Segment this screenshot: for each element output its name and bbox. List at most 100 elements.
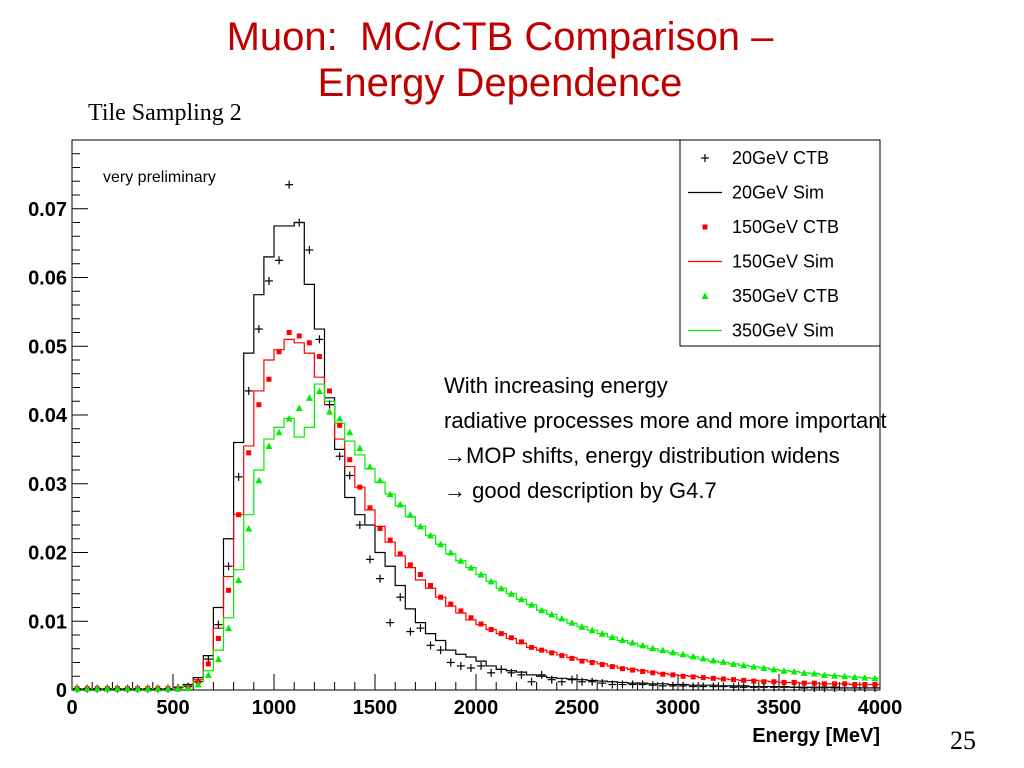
data-point	[538, 606, 546, 614]
x-tick-label: 0	[66, 697, 77, 719]
data-point	[618, 680, 627, 689]
data-point	[174, 685, 182, 692]
data-point	[377, 525, 383, 531]
data-point	[699, 654, 707, 662]
data-point	[719, 682, 728, 691]
data-point	[497, 665, 506, 674]
data-point	[821, 681, 827, 687]
data-point	[236, 512, 242, 518]
data-point	[669, 648, 677, 656]
data-point	[852, 682, 858, 687]
series-350gev-ctb	[73, 387, 879, 692]
data-point	[810, 670, 818, 677]
x-tick-label: 3500	[757, 697, 802, 719]
data-point	[436, 646, 445, 655]
data-point	[397, 551, 403, 557]
data-point	[327, 388, 333, 394]
data-point	[679, 650, 687, 658]
data-point	[508, 635, 514, 641]
data-point	[680, 673, 686, 679]
data-point	[720, 676, 726, 682]
data-point	[759, 683, 768, 692]
legend-swatch	[701, 154, 709, 162]
data-point	[547, 675, 556, 684]
slide-title-line-1: Muon: MC/CTB Comparison –	[226, 15, 774, 59]
data-point	[770, 665, 778, 673]
x-axis-title: Energy [MeV]	[752, 725, 880, 747]
data-point	[710, 675, 716, 681]
data-point	[103, 685, 111, 692]
y-axis: 0 0.01 0.02 0.03 0.04 0.05 0.06 0.07	[28, 139, 88, 702]
data-point	[861, 674, 869, 681]
data-point	[246, 450, 252, 456]
data-point	[367, 505, 373, 511]
data-point	[326, 408, 334, 415]
data-point	[224, 562, 233, 571]
data-point	[275, 428, 283, 436]
data-point	[214, 620, 223, 629]
data-point	[689, 682, 698, 691]
data-point	[539, 647, 545, 653]
data-point	[447, 549, 455, 556]
data-point	[184, 684, 192, 691]
data-point	[225, 624, 233, 632]
data-point	[700, 675, 706, 681]
data-point	[386, 618, 395, 627]
data-point	[477, 661, 486, 670]
data-point	[781, 679, 787, 685]
data-point	[790, 667, 798, 675]
data-point	[406, 627, 415, 636]
data-point	[568, 619, 576, 626]
data-point	[336, 414, 344, 422]
x-tick-label: 4000	[858, 697, 903, 719]
data-point	[306, 340, 312, 346]
data-point	[357, 484, 363, 490]
data-point	[609, 664, 615, 670]
data-point	[428, 583, 434, 588]
data-point	[628, 680, 637, 689]
data-point	[639, 641, 647, 649]
data-point	[658, 681, 667, 690]
data-point	[467, 564, 475, 571]
data-point	[438, 594, 444, 600]
y-tick-label: 0	[56, 680, 67, 702]
data-point	[537, 670, 546, 679]
data-point	[750, 663, 758, 670]
legend-label: 20GeV CTB	[732, 148, 829, 168]
data-point	[569, 655, 575, 661]
data-point	[709, 682, 718, 691]
data-point	[487, 577, 495, 585]
data-point	[305, 246, 314, 254]
data-point	[719, 658, 727, 665]
data-point	[529, 644, 535, 650]
legend-entry-350gev-sim: 350GeV Sim	[688, 321, 834, 341]
data-point	[498, 631, 504, 637]
data-point	[518, 639, 524, 645]
data-point	[448, 601, 454, 607]
data-point	[477, 571, 485, 578]
legend-box	[679, 139, 881, 347]
note-line-3: →MOP shifts, energy distribution widens	[444, 443, 840, 468]
data-point	[406, 511, 414, 518]
data-point	[659, 646, 667, 654]
data-point	[598, 630, 606, 637]
data-point	[93, 685, 101, 692]
data-point	[466, 664, 475, 672]
data-point	[731, 677, 737, 683]
data-point	[527, 677, 536, 686]
data-point	[507, 590, 515, 597]
data-point	[578, 677, 587, 686]
data-point	[618, 636, 626, 643]
data-point	[387, 537, 393, 543]
data-point	[256, 402, 262, 408]
legend-entry-20gev-sim: 20GeV Sim	[688, 183, 824, 203]
data-point	[134, 685, 142, 692]
data-point	[729, 683, 738, 692]
data-point	[295, 404, 303, 412]
panel-label: Tile Sampling 2	[88, 100, 242, 126]
data-point	[234, 472, 243, 481]
data-point	[376, 476, 384, 484]
data-point	[557, 677, 566, 686]
legend-label: 150GeV Sim	[732, 252, 834, 272]
data-point	[335, 452, 344, 461]
